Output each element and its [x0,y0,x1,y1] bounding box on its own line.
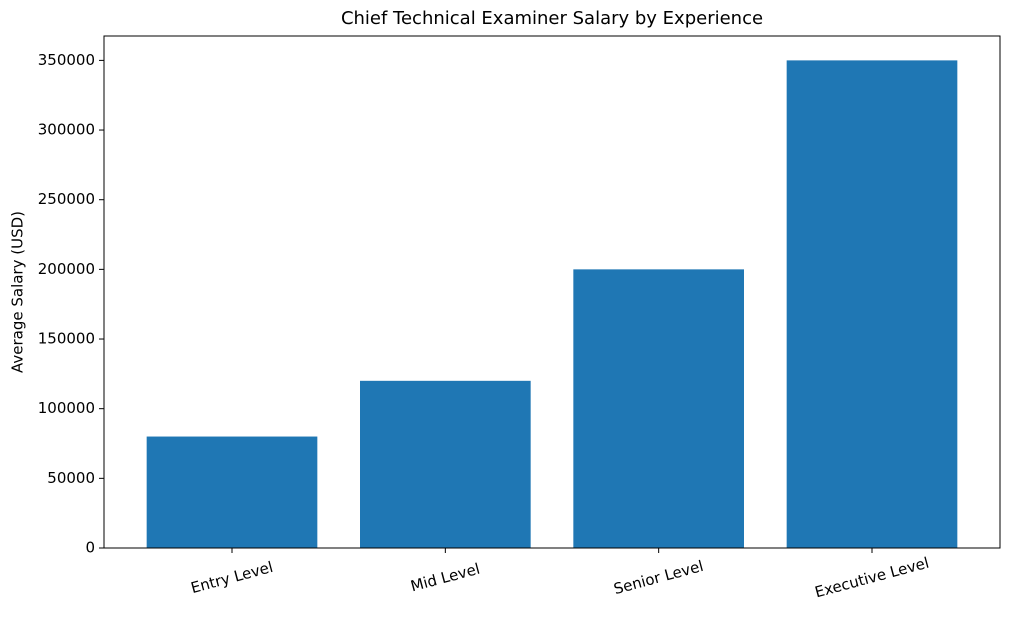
x-tick-label: Senior Level [612,557,706,598]
x-tick-label: Executive Level [813,554,931,602]
chart-title: Chief Technical Examiner Salary by Exper… [341,8,763,29]
y-tick-label: 200000 [38,260,95,278]
y-tick-label: 50000 [47,469,95,487]
plot-frame [103,35,1001,549]
x-tick-label: Entry Level [189,558,275,597]
y-tick-label: 0 [85,539,95,557]
bar [360,380,531,548]
y-tick-label: 350000 [38,51,95,69]
y-tick-label: 150000 [38,330,95,348]
y-axis-label: Average Salary (USD) [9,211,27,373]
y-tick-label: 250000 [38,190,95,208]
bar [786,60,958,548]
x-tick-label: Mid Level [409,560,482,596]
y-tick-label: 100000 [38,399,95,417]
bar [146,436,318,548]
bar [573,269,744,548]
y-tick-label: 300000 [38,121,95,139]
